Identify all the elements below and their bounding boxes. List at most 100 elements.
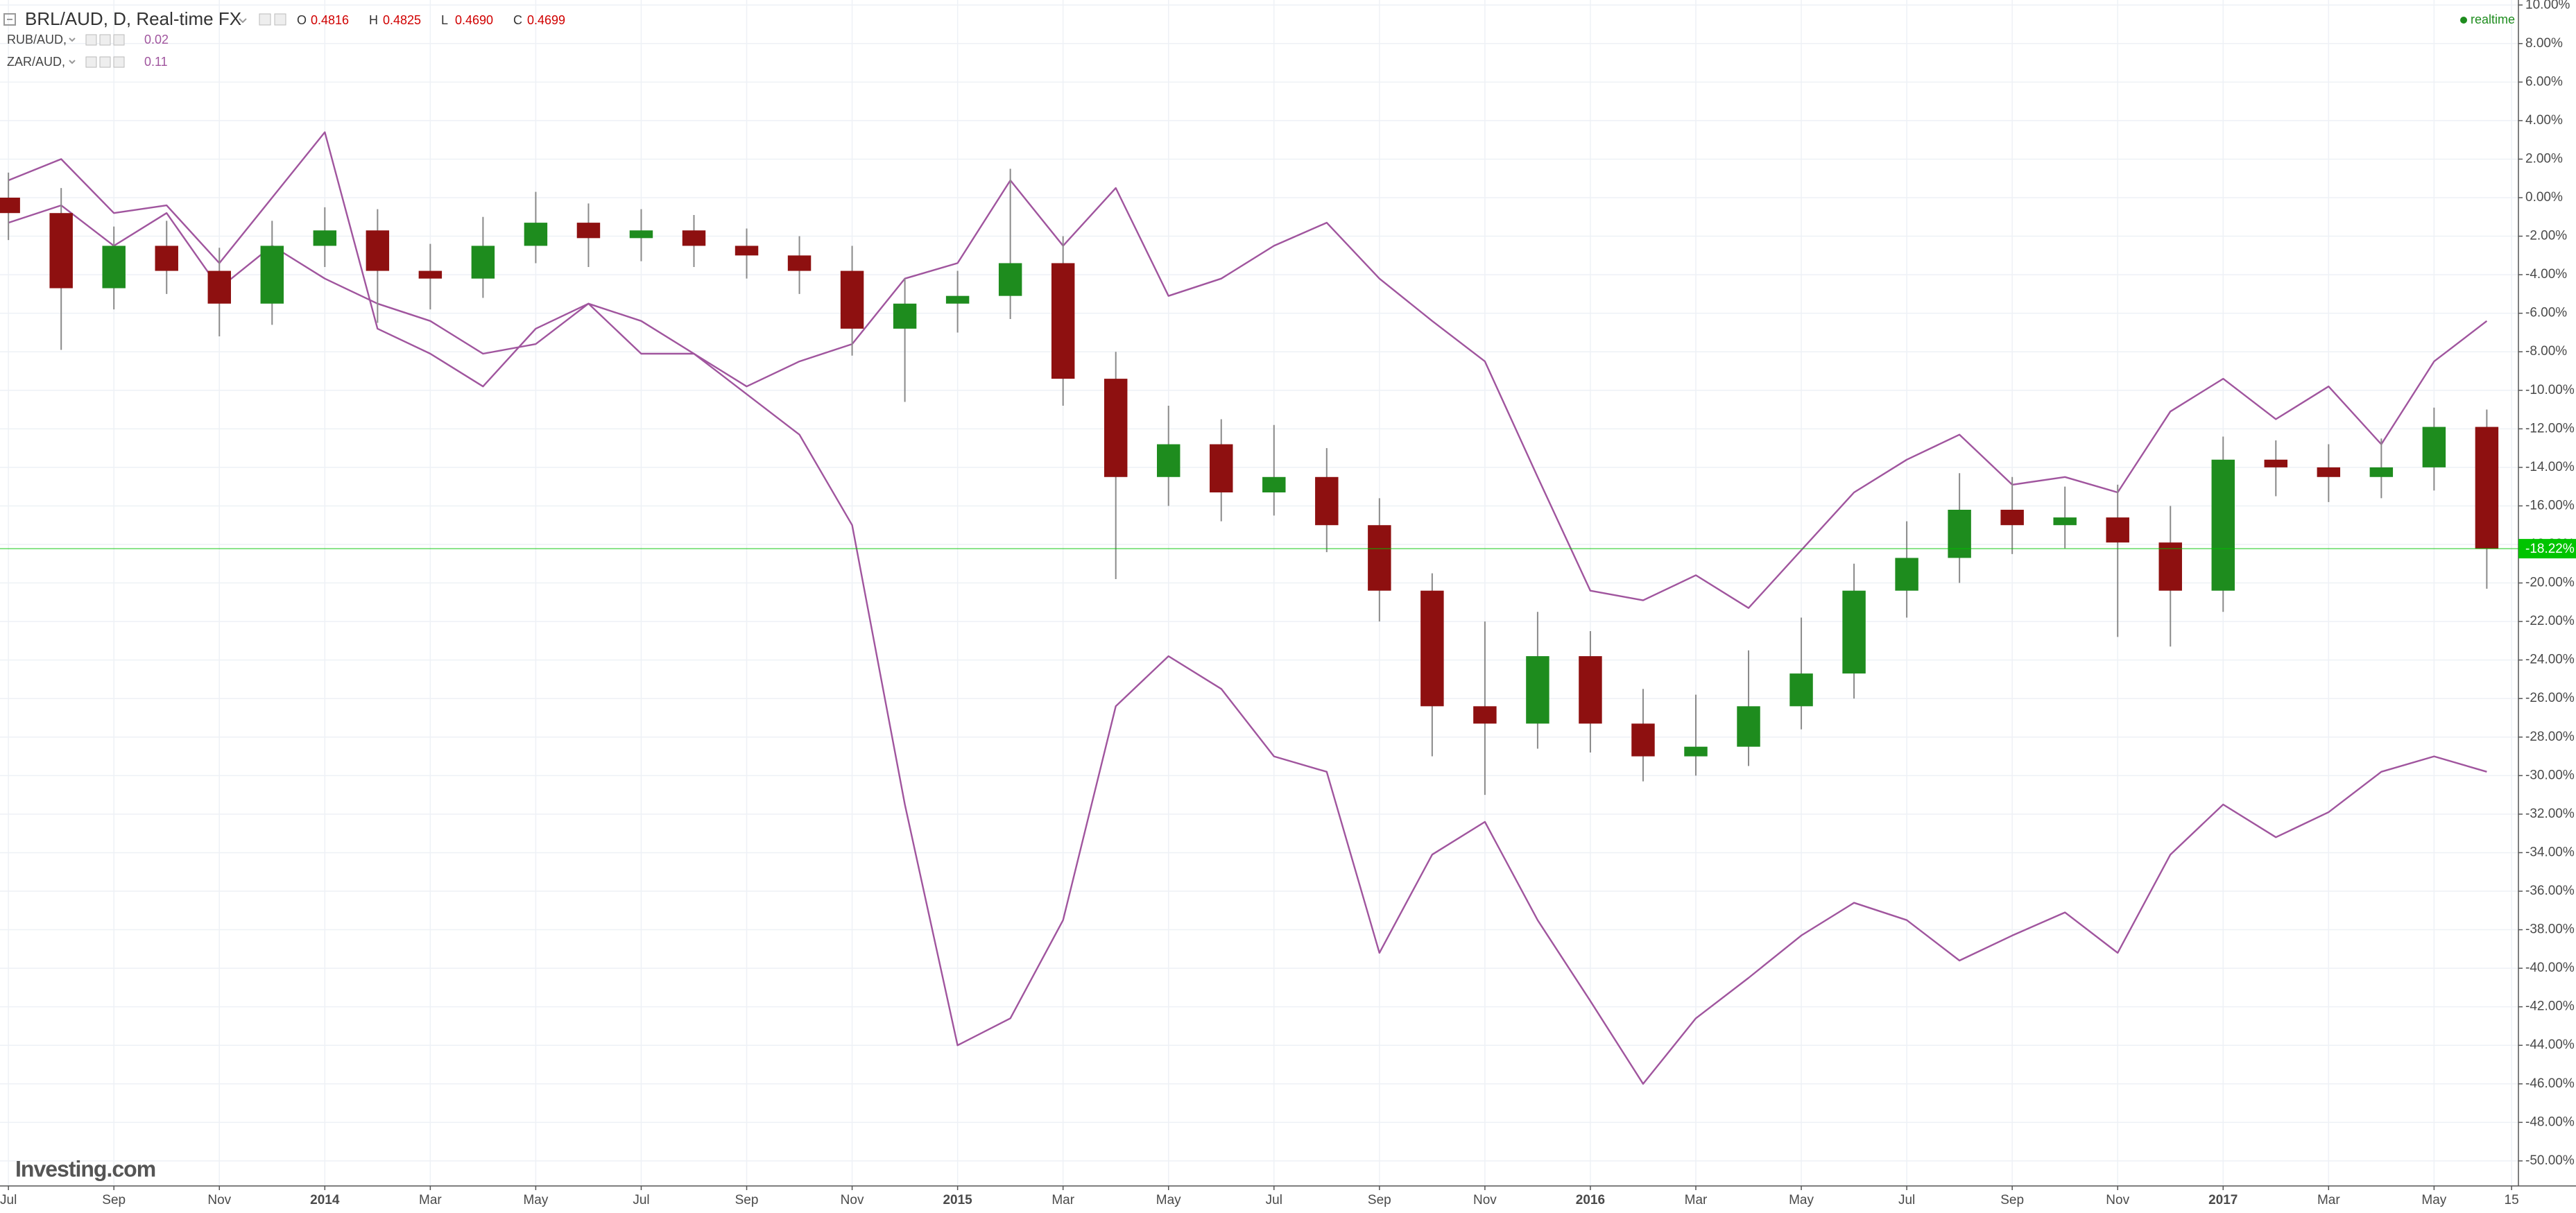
x-tick-label: Nov	[2106, 1193, 2129, 1207]
candle-body	[1262, 476, 1286, 492]
y-tick-label: -22.00%	[2525, 614, 2575, 628]
legend-rows: RUB/AUD, 0.02 ZAR/AUD, 0.11	[7, 33, 169, 69]
x-tick-label: 2016	[1576, 1193, 1605, 1207]
x-tick-label: May	[523, 1193, 548, 1207]
x-tick-label: Jul	[1898, 1193, 1915, 1207]
line-series	[8, 131, 2488, 609]
candle-body	[1631, 723, 1655, 757]
x-tick-label: Nov	[1473, 1193, 1497, 1207]
ohlc-readout: O 0.4816 H 0.4825 L 0.4690 C 0.4699	[297, 13, 565, 27]
x-tick-label: Sep	[102, 1193, 126, 1207]
x-tick-label: Mar	[1051, 1193, 1074, 1207]
y-tick-label: -40.00%	[2525, 961, 2575, 975]
candle-body	[2000, 510, 2024, 526]
y-tick-label: -34.00%	[2525, 845, 2575, 859]
x-tick-label: 2015	[943, 1193, 972, 1207]
y-tick-label: -42.00%	[2525, 999, 2575, 1014]
ohlc-key: C	[513, 13, 522, 27]
candle-body	[2317, 467, 2341, 477]
legend-dropdown	[69, 37, 76, 42]
collapse-button[interactable]	[3, 13, 16, 26]
x-tick-label: 2014	[310, 1193, 340, 1207]
candle-body	[2369, 467, 2394, 477]
candle-body	[0, 198, 20, 214]
candle-body	[207, 270, 231, 304]
y-tick-label: -14.00%	[2525, 460, 2575, 474]
candle-body	[998, 263, 1022, 296]
x-tick-label: May	[1156, 1193, 1181, 1207]
legend-button	[113, 56, 125, 68]
legend-value: 0.11	[144, 55, 168, 69]
x-tick-label: Mar	[1685, 1193, 1708, 1207]
x-tick-label: Sep	[2000, 1193, 2024, 1207]
candle-body	[2106, 517, 2129, 543]
candle-body	[735, 246, 759, 256]
y-tick-label: 6.00%	[2525, 74, 2563, 89]
y-tick-label: -2.00%	[2525, 229, 2567, 243]
x-tick-label: Nov	[841, 1193, 864, 1207]
y-tick-label: 8.00%	[2525, 36, 2563, 51]
line-series	[8, 204, 2487, 1085]
x-tick-label: Jul	[0, 1193, 17, 1207]
candle-body	[418, 270, 443, 279]
candle-body	[787, 255, 812, 271]
candle-body	[1526, 656, 1549, 724]
settings-button[interactable]	[259, 13, 271, 26]
candle-body	[260, 246, 284, 304]
ohlc-key: L	[441, 13, 448, 27]
y-tick-label: 4.00%	[2525, 113, 2563, 128]
status-label: realtime	[2471, 12, 2515, 26]
candle-body	[1948, 510, 1971, 558]
ohlc-value: 0.4690	[455, 13, 493, 27]
candle-body	[1842, 590, 1866, 674]
candle-body	[313, 230, 337, 246]
y-tick-label: -6.00%	[2525, 306, 2567, 320]
legend-button	[85, 56, 97, 68]
x-tick-label: Mar	[419, 1193, 442, 1207]
candle-body	[1210, 444, 1233, 492]
legend-dropdown	[69, 60, 76, 64]
x-tick-label: 2017	[2208, 1193, 2238, 1207]
candle-body	[1737, 706, 1760, 747]
hide-button[interactable]	[274, 13, 286, 26]
candle-body	[1420, 590, 1444, 707]
y-tick-label: -12.00%	[2525, 421, 2575, 436]
grid-layer	[0, 0, 2518, 1186]
candle-body	[945, 295, 970, 304]
candle-body	[576, 223, 601, 239]
x-tick-label: Sep	[1368, 1193, 1391, 1207]
y-tick-label: -16.00%	[2525, 498, 2575, 513]
ohlc-value: 0.4825	[383, 13, 421, 27]
x-tick-label: Mar	[2317, 1193, 2340, 1207]
y-tick-label: -38.00%	[2525, 922, 2575, 937]
chart-title: BRL/AUD, D, Real-time FX	[25, 8, 241, 29]
candle-body	[1368, 525, 1391, 591]
candle-body	[1579, 656, 1602, 724]
candle-body	[2158, 542, 2182, 591]
candle-body	[1315, 476, 1339, 526]
y-tick-label: -4.00%	[2525, 267, 2567, 282]
y-tick-label: -26.00%	[2525, 691, 2575, 705]
candle-body	[1051, 263, 1075, 379]
last-value-badge	[2518, 539, 2576, 559]
candle-body	[629, 230, 653, 239]
y-tick-label: -30.00%	[2525, 768, 2575, 782]
x-tick-label: 15	[2505, 1193, 2519, 1207]
y-tick-label: -28.00%	[2525, 730, 2575, 744]
candle-body	[893, 303, 917, 329]
y-tick-label: -50.00%	[2525, 1153, 2575, 1168]
x-tick-label: Sep	[735, 1193, 759, 1207]
last-value-label: -18.22%	[2525, 542, 2575, 556]
candle-body	[2053, 517, 2077, 526]
status-dot	[2460, 17, 2467, 24]
x-tick-label: May	[2421, 1193, 2446, 1207]
y-tick-label: 0.00%	[2525, 190, 2563, 205]
y-tick-label: -44.00%	[2525, 1038, 2575, 1052]
dropdown-icon[interactable]	[239, 18, 247, 24]
ohlc-key: O	[297, 13, 307, 27]
candle-body	[524, 223, 548, 246]
y-tick-label: -48.00%	[2525, 1115, 2575, 1129]
y-tick-label: -10.00%	[2525, 383, 2575, 397]
